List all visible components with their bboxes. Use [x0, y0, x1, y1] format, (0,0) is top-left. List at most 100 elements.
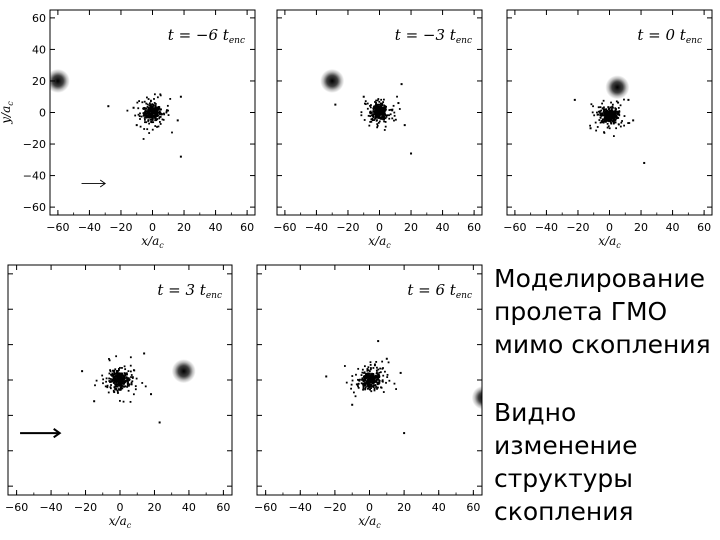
cluster-star — [600, 114, 603, 117]
cluster-star — [146, 103, 149, 106]
x-axis-label: x/ac — [368, 234, 391, 250]
x-axis-label-sub: c — [386, 241, 391, 250]
cluster-star — [126, 383, 129, 386]
cluster-star — [375, 372, 378, 375]
outlier-star — [93, 400, 96, 403]
cluster-star — [130, 374, 133, 376]
cluster-star — [362, 385, 365, 387]
cluster-star — [610, 109, 613, 112]
cluster-star — [388, 117, 391, 120]
cluster-star — [376, 119, 378, 122]
cluster-star — [114, 368, 117, 371]
cluster-star — [375, 115, 377, 118]
cluster-star — [129, 356, 132, 359]
cluster-star — [145, 102, 148, 105]
cluster-star — [376, 126, 379, 129]
cluster-star — [599, 114, 602, 117]
cluster-star — [370, 120, 373, 123]
cluster-star — [358, 379, 361, 382]
cluster-star — [382, 391, 385, 393]
cluster-star — [373, 389, 376, 392]
cluster-star — [132, 369, 135, 372]
cluster-star — [376, 383, 379, 386]
cluster-star — [350, 383, 353, 386]
time-label: t = 6 tenc — [407, 281, 472, 301]
cluster-star — [620, 121, 623, 124]
cluster-star — [378, 105, 380, 108]
cluster-star — [373, 375, 376, 378]
cluster-star — [364, 100, 367, 103]
cluster-star — [150, 116, 153, 119]
cluster-star — [367, 387, 370, 390]
cluster-star — [110, 380, 113, 383]
cluster-star — [144, 385, 147, 388]
cluster-star — [109, 387, 112, 390]
cluster-star — [621, 120, 623, 122]
cluster-star — [161, 118, 164, 121]
cluster-star — [124, 377, 127, 379]
cluster-star — [376, 103, 379, 106]
cluster-star — [148, 110, 151, 113]
cluster-star — [111, 378, 114, 381]
cluster-star — [369, 104, 371, 107]
cluster-star — [94, 384, 96, 387]
cluster-star — [374, 106, 377, 108]
y-tick-label: −60 — [23, 201, 46, 214]
x-tick-label: 0 — [149, 221, 156, 234]
cluster-star — [357, 386, 360, 389]
cluster-star — [607, 125, 610, 128]
cluster-star — [153, 98, 155, 100]
cluster-star — [602, 112, 604, 115]
cluster-star — [376, 375, 378, 377]
cluster-star — [364, 382, 367, 385]
cluster-star — [362, 388, 364, 391]
y-axis-label: y/ac — [0, 101, 15, 125]
cluster-star — [156, 96, 159, 99]
cluster-star — [614, 118, 617, 121]
cluster-star — [169, 98, 172, 100]
cluster-star — [147, 108, 150, 111]
cluster-star — [613, 117, 616, 120]
cluster-star — [594, 121, 597, 124]
cluster-star — [124, 385, 126, 388]
cluster-star — [380, 386, 382, 389]
cluster-star — [130, 383, 133, 386]
cluster-star — [611, 103, 614, 106]
cluster-star — [101, 374, 104, 377]
outlier-star — [132, 106, 135, 109]
cluster-star — [119, 380, 122, 383]
cluster-star — [618, 110, 621, 112]
cluster-star — [153, 102, 156, 104]
cluster-star — [143, 114, 145, 117]
y-axis-label-sub: c — [6, 101, 15, 106]
cluster-star — [357, 385, 359, 388]
cluster-star — [602, 110, 605, 113]
cluster-star — [379, 102, 382, 105]
cluster-star — [377, 107, 380, 110]
cluster-star — [120, 375, 122, 378]
cluster-star — [380, 117, 383, 119]
cluster-star — [113, 381, 116, 384]
cluster-star — [611, 120, 614, 123]
cluster-star — [599, 121, 602, 124]
cluster-star — [147, 106, 150, 109]
cluster-star — [601, 112, 603, 115]
cluster-star — [370, 367, 372, 369]
cluster-star — [360, 114, 363, 117]
cluster-star — [378, 115, 380, 118]
cluster-star — [116, 389, 119, 392]
cluster-star — [143, 100, 146, 103]
cluster-star — [165, 111, 168, 114]
cluster-star — [369, 112, 372, 115]
cluster-star — [108, 377, 111, 380]
cluster-star — [370, 118, 373, 121]
cluster-star — [614, 107, 617, 110]
cluster-star — [142, 112, 145, 115]
cluster-star — [375, 116, 378, 119]
cluster-star — [122, 383, 125, 385]
cluster-star — [113, 391, 116, 394]
cluster-star — [160, 112, 163, 115]
cluster-star — [158, 110, 161, 113]
outlier-star — [573, 98, 576, 101]
cluster-star — [371, 374, 374, 377]
